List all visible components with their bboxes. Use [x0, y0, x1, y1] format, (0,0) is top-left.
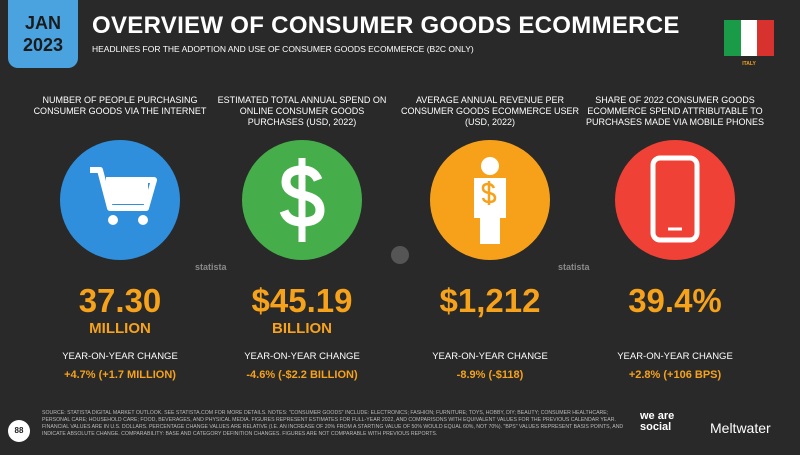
month: JAN: [24, 13, 61, 33]
column-label: ESTIMATED TOTAL ANNUAL SPEND ON ONLINE C…: [217, 95, 387, 127]
flag: [724, 20, 774, 56]
column-label: AVERAGE ANNUAL REVENUE PER CONSUMER GOOD…: [400, 95, 579, 127]
watermark: statista: [558, 262, 590, 272]
subtitle: HEADLINES FOR THE ADOPTION AND USE OF CO…: [92, 44, 474, 54]
brand-logo: we are social: [640, 410, 675, 433]
column-change: +2.8% (+106 BPS): [628, 369, 722, 381]
column-value: $45.19: [251, 282, 353, 319]
country: ITALY: [742, 61, 756, 67]
column-unit: BILLION: [272, 320, 332, 337]
column-change-label: YEAR-ON-YEAR CHANGE: [244, 351, 360, 362]
title: OVERVIEW OF CONSUMER GOODS ECOMMERCE: [92, 12, 680, 39]
column-change-label: YEAR-ON-YEAR CHANGE: [432, 351, 548, 362]
footnote: SOURCE: STATISTA DIGITAL MARKET OUTLOOK.…: [42, 410, 624, 437]
column-change: -4.6% (-$2.2 BILLION): [246, 369, 358, 381]
page-number: 88: [8, 420, 30, 442]
column-change-label: YEAR-ON-YEAR CHANGE: [62, 351, 178, 362]
date-box: JAN 2023: [8, 0, 78, 68]
brand-logo: Meltwater: [710, 420, 771, 436]
watermark: statista: [195, 262, 227, 272]
year: 2023: [22, 35, 64, 55]
column-value: 37.30: [78, 282, 162, 319]
column-label: NUMBER OF PEOPLE PURCHASING CONSUMER GOO…: [33, 95, 207, 116]
column-change: +4.7% (+1.7 MILLION): [64, 369, 176, 381]
column-change-label: YEAR-ON-YEAR CHANGE: [617, 351, 733, 362]
column-change: -8.9% (-$118): [456, 369, 524, 381]
column-value: 39.4%: [628, 282, 722, 319]
column-value: $1,212: [439, 282, 541, 319]
column-unit: MILLION: [89, 320, 151, 337]
column-label: SHARE OF 2022 CONSUMER GOODS ECOMMERCE S…: [585, 95, 765, 127]
